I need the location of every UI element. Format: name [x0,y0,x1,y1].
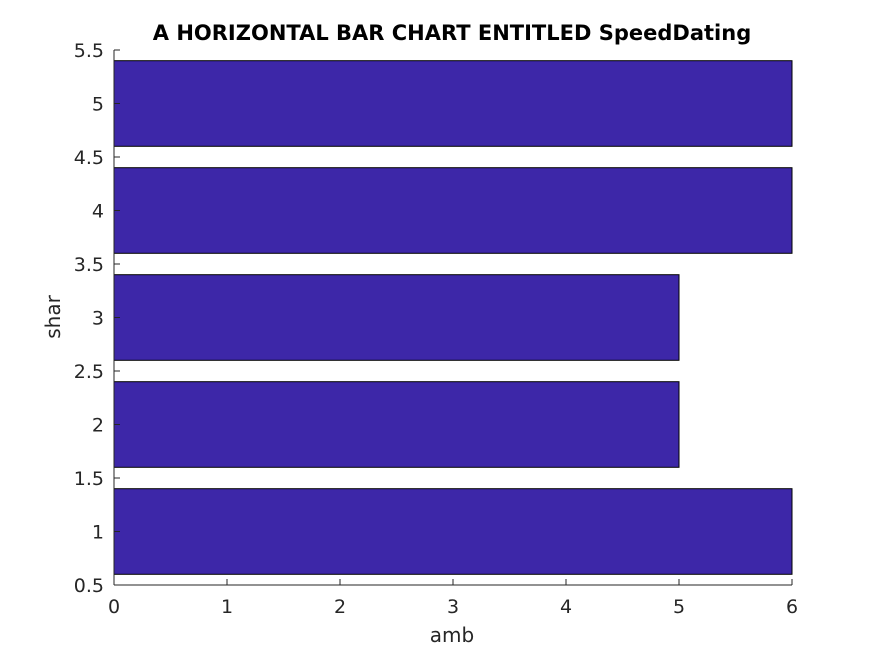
y-tick-label: 3.5 [74,254,104,276]
x-tick-label: 1 [221,596,233,618]
bar-5 [113,60,793,147]
y-tick-label: 2 [92,415,104,437]
x-tick-label: 0 [108,596,120,618]
y-axis-title: shar [41,294,65,338]
bar-4 [113,167,793,254]
y-tick-label: 3 [92,308,104,330]
bar-2 [113,381,680,468]
x-tick-label: 6 [786,596,798,618]
y-tick-label: 0.5 [74,575,104,597]
chart-title: A HORIZONTAL BAR CHART ENTITLED SpeedDat… [153,21,751,45]
y-tick-label: 5 [92,94,104,116]
bars-group [113,60,793,575]
y-tick-label: 4 [92,201,104,223]
x-tick-label: 4 [560,596,572,618]
y-tick-label: 1.5 [74,468,104,490]
axes-group: 0 1 2 3 4 5 6 0.5 1 1.5 2 2.5 3 3.5 4 4.5 5 5.5 [74,40,798,618]
x-axis-title: amb [430,623,474,647]
x-tick-label: 2 [334,596,346,618]
x-tick-label: 5 [673,596,685,618]
bar-1 [113,488,793,575]
x-tick-label: 3 [447,596,459,618]
y-tick-label: 1 [92,522,104,544]
y-tick-label: 5.5 [74,40,104,62]
bar-3 [113,274,680,361]
y-tick-label: 4.5 [74,147,104,169]
y-tick-label: 2.5 [74,361,104,383]
